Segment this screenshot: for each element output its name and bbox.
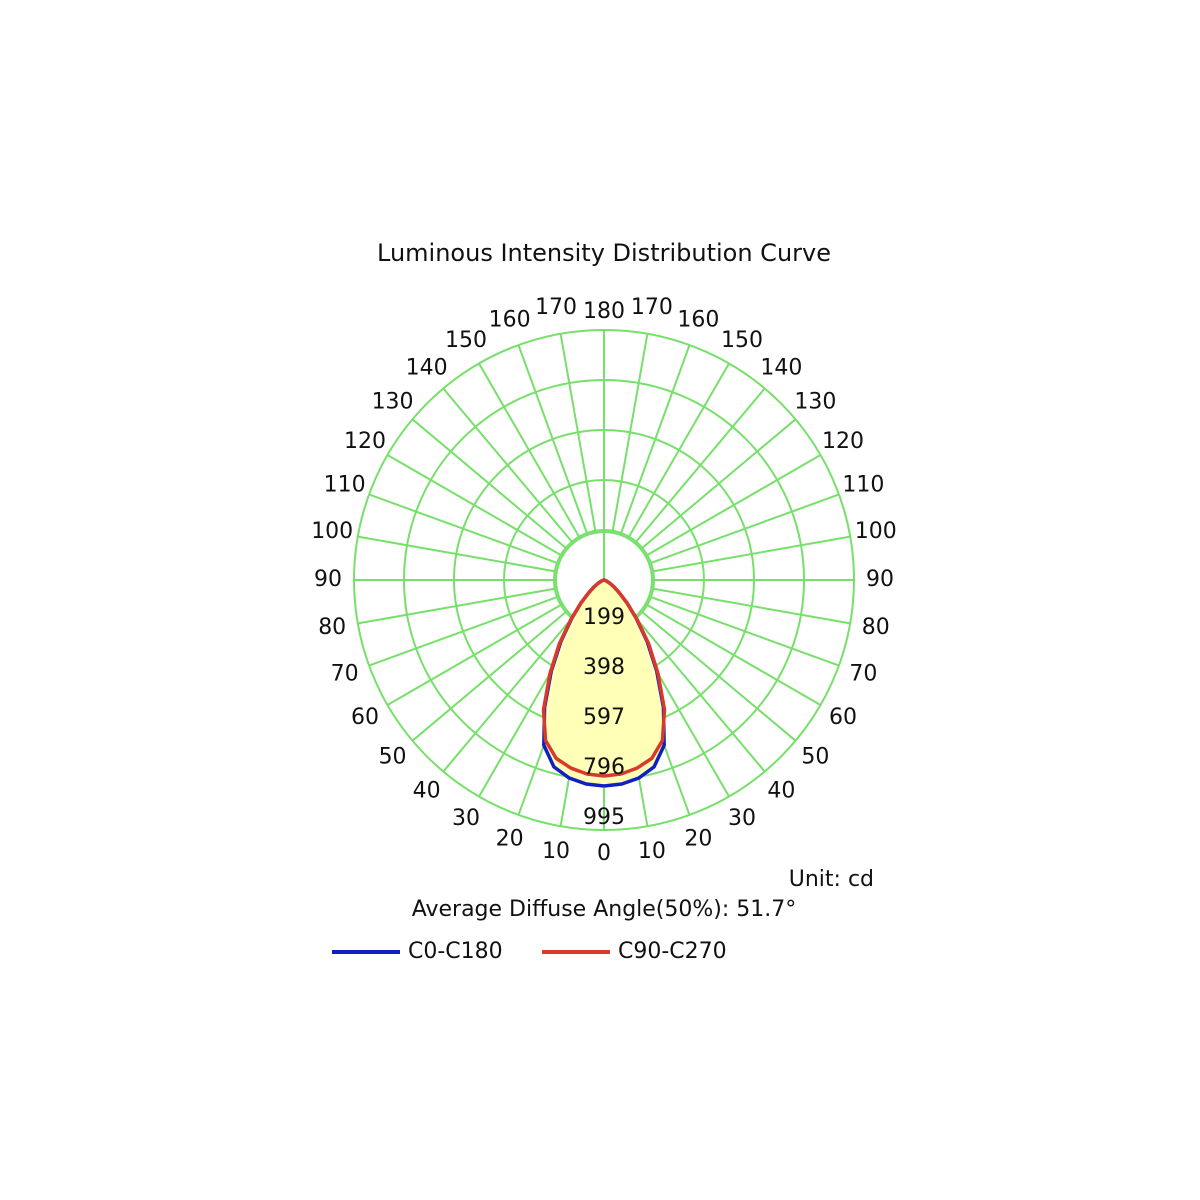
angle-tick-label: 80 — [318, 615, 346, 640]
grid-spoke — [478, 362, 581, 539]
angle-tick-label: 160 — [489, 308, 531, 333]
angle-tick-label: 120 — [344, 429, 386, 454]
angle-tick-label: 170 — [535, 295, 577, 320]
angle-tick-label: 70 — [331, 661, 359, 686]
angle-tick-label: 110 — [324, 473, 366, 498]
angle-tick-label: 20 — [684, 826, 712, 851]
angle-tick-label: 40 — [767, 778, 795, 803]
angle-tick-label: 90 — [866, 567, 894, 592]
curve-line — [541, 578, 606, 778]
angle-tick-label: 10 — [542, 839, 570, 864]
angle-tick-label: 90 — [314, 567, 342, 592]
legend-label: C90-C270 — [618, 939, 727, 964]
angle-tick-label: 60 — [829, 705, 857, 730]
legend-label: C0-C180 — [408, 939, 503, 964]
grid-spoke — [357, 535, 557, 573]
radial-tick-label: 597 — [583, 705, 625, 730]
grid-spoke — [411, 610, 568, 742]
angle-tick-label: 40 — [413, 778, 441, 803]
grid-spoke — [627, 362, 730, 539]
chart-title: Luminous Intensity Distribution Curve — [377, 239, 831, 267]
angle-tick-label: 160 — [677, 308, 719, 333]
angle-tick-label: 60 — [351, 705, 379, 730]
angle-tick-label: 110 — [842, 473, 884, 498]
grid-spoke — [634, 387, 766, 544]
angle-tick-label: 30 — [452, 806, 480, 831]
grid-spoke — [517, 344, 589, 536]
grid-spoke — [645, 603, 822, 706]
grid-spoke — [648, 595, 840, 667]
grid-spoke — [411, 418, 568, 550]
annotation: Average Diffuse Angle(50%): 51.7° — [412, 897, 797, 922]
grid-spoke — [442, 616, 574, 773]
grid-spoke — [619, 344, 691, 536]
radial-tick-label: 796 — [583, 755, 625, 780]
grid-spoke — [442, 387, 574, 544]
angle-tick-label: 10 — [638, 839, 666, 864]
angle-tick-label: 100 — [855, 519, 897, 544]
curve-fill — [543, 580, 665, 787]
grid-spoke — [386, 603, 563, 706]
grid-spoke — [651, 587, 851, 625]
angle-tick-label: 140 — [406, 356, 448, 381]
angle-tick-label: 70 — [849, 661, 877, 686]
curve-line — [602, 578, 667, 778]
radial-tick-label: 199 — [583, 605, 625, 630]
angle-tick-label: 0 — [597, 841, 611, 866]
angle-tick-label: 140 — [760, 356, 802, 381]
angle-tick-label: 80 — [862, 615, 890, 640]
angle-tick-label: 50 — [379, 744, 407, 769]
angle-tick-label: 130 — [794, 390, 836, 415]
grid-spoke — [368, 595, 560, 667]
angle-tick-label: 30 — [728, 806, 756, 831]
angle-tick-label: 150 — [445, 328, 487, 353]
angle-tick-label: 130 — [372, 390, 414, 415]
angle-tick-label: 20 — [496, 826, 524, 851]
grid-spoke — [357, 587, 557, 625]
angle-tick-label: 180 — [583, 299, 625, 324]
grid-spoke — [640, 418, 797, 550]
grid-spoke — [611, 333, 649, 533]
grid-spoke — [640, 610, 797, 742]
radial-tick-label: 995 — [583, 805, 625, 830]
grid-spoke — [634, 616, 766, 773]
grid-spoke — [368, 493, 560, 565]
unit-label: Unit: cd — [789, 867, 874, 892]
grid-spoke — [559, 333, 597, 533]
angle-tick-label: 170 — [631, 295, 673, 320]
grid-spoke — [645, 454, 822, 557]
grid-spoke — [386, 454, 563, 557]
angle-tick-label: 50 — [801, 744, 829, 769]
radial-tick-label: 398 — [583, 655, 625, 680]
angle-tick-label: 100 — [311, 519, 353, 544]
angle-tick-label: 150 — [721, 328, 763, 353]
grid-spoke — [648, 493, 840, 565]
grid-spoke — [651, 535, 851, 573]
angle-tick-label: 120 — [822, 429, 864, 454]
